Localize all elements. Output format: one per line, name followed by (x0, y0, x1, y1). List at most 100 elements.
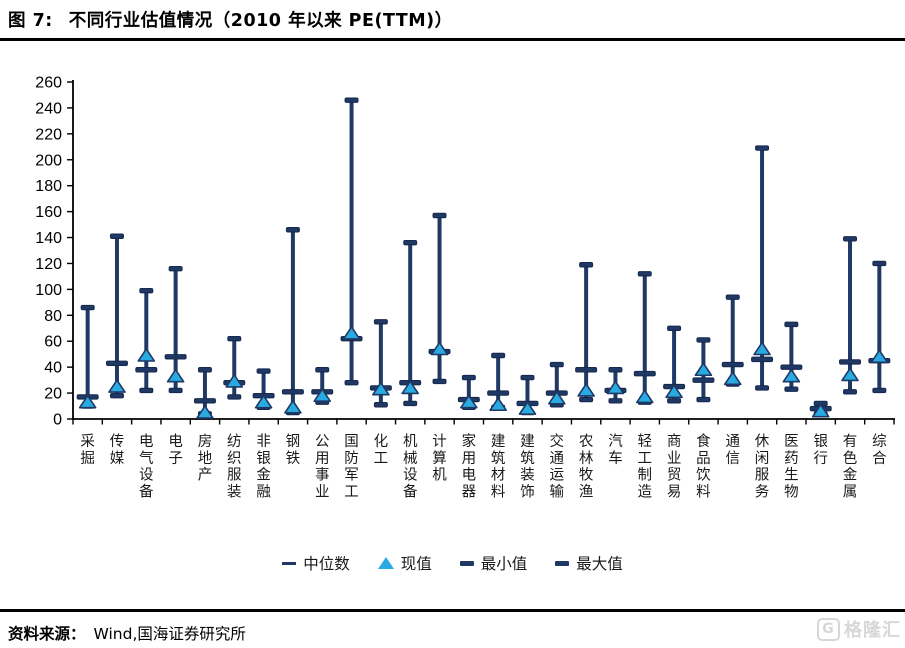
x-label-传媒: 传媒 (110, 433, 125, 467)
median-dash (105, 360, 128, 366)
current-triangle (313, 388, 332, 402)
current-triangle (196, 405, 214, 419)
range-bar-医药生物: 医药生物 (780, 321, 803, 500)
x-label-计算机: 计算机 (432, 433, 447, 484)
median-dash (164, 354, 187, 360)
range-bar-交通运输: 交通运输 (545, 361, 568, 500)
x-label-综合: 综合 (872, 433, 887, 467)
min-cap (608, 398, 623, 404)
x-label-电子: 电子 (168, 433, 183, 467)
range-bar-汽车: 汽车 (604, 367, 627, 467)
max-cap (579, 262, 594, 268)
x-label-轻工制造: 轻工制造 (638, 433, 653, 500)
range-bar-化工: 化工 (369, 319, 392, 467)
min-cap (139, 387, 154, 394)
median-dash (135, 367, 158, 373)
x-label-公用事业: 公用事业 (315, 434, 330, 500)
range-bar-银行: 银行 (809, 400, 832, 467)
max-cap (109, 233, 124, 239)
x-label-医药生物: 医药生物 (784, 434, 799, 500)
current-triangle (870, 349, 889, 364)
current-triangle (401, 380, 419, 395)
x-label-国防军工: 国防军工 (344, 434, 359, 500)
x-label-建筑装饰: 建筑装饰 (520, 433, 535, 500)
range-bar-机械设备: 机械设备 (399, 240, 422, 500)
x-label-电气设备: 电气设备 (139, 433, 154, 500)
legend-marker-median (282, 561, 297, 565)
current-triangle (108, 379, 126, 393)
x-label-非银金融: 非银金融 (256, 433, 271, 500)
min-cap (872, 387, 887, 394)
max-cap (696, 337, 711, 343)
median-dash (575, 367, 598, 373)
x-label-交通运输: 交通运输 (550, 432, 565, 500)
footer-divider (0, 609, 905, 612)
current-triangle (372, 381, 390, 396)
current-triangle (430, 341, 449, 356)
current-triangle (723, 371, 742, 386)
min-cap (784, 386, 799, 392)
min-cap (227, 394, 242, 400)
min-cap (344, 380, 359, 386)
current-triangle (342, 326, 361, 340)
x-label-有色金属: 有色金属 (843, 433, 858, 500)
legend-label-median: 中位数 (303, 555, 350, 573)
watermark-text: 格隆汇 (844, 620, 901, 641)
range-bar-综合: 综合 (868, 260, 891, 467)
max-cap (344, 97, 359, 103)
x-label-房地产: 房地产 (198, 433, 213, 484)
current-triangle (548, 390, 566, 405)
max-cap (872, 260, 887, 267)
current-triangle (489, 397, 507, 412)
min-cap (843, 389, 858, 395)
range-bar-建筑材料: 建筑材料 (487, 352, 510, 500)
median-dash (633, 370, 656, 377)
legend-marker-maximum (555, 560, 570, 566)
range-bar-有色金属: 有色金属 (839, 236, 862, 500)
median-dash (751, 356, 774, 363)
min-cap (432, 378, 447, 385)
y-tick-label: 140 (35, 230, 62, 247)
current-triangle (166, 368, 185, 383)
max-cap (637, 271, 652, 277)
current-triangle (518, 401, 537, 415)
x-label-纺织服装: 纺织服装 (227, 433, 242, 500)
range-bar-商业贸易: 商业贸易 (663, 325, 686, 500)
max-cap (373, 319, 388, 325)
range-bar-通信: 通信 (721, 294, 744, 467)
range-bar-电气设备: 电气设备 (135, 287, 158, 500)
figure-title: 不同行业估值情况（2010 年以来 PE(TTM)） (68, 11, 453, 31)
range-bar-非银金融: 非银金融 (252, 368, 275, 500)
range-bar-公用事业: 公用事业 (311, 367, 334, 500)
min-cap (403, 400, 418, 407)
y-tick-label: 220 (35, 126, 62, 143)
range-bar-房地产: 房地产 (193, 367, 216, 484)
x-label-化工: 化工 (374, 433, 389, 467)
y-tick-label: 40 (44, 360, 62, 377)
range-bar-家用电器: 家用电器 (457, 374, 480, 500)
median-dash (692, 377, 715, 383)
legend-item-current: 现值 (377, 552, 432, 574)
x-label-农林牧渔: 农林牧渔 (579, 433, 594, 500)
current-triangle (284, 400, 302, 414)
min-cap (696, 396, 711, 403)
y-tick-label: 100 (35, 282, 62, 299)
min-cap (373, 402, 388, 408)
y-tick-label: 20 (44, 386, 62, 403)
max-cap (491, 352, 506, 359)
max-cap (843, 236, 858, 242)
current-triangle (665, 384, 683, 399)
range-bar-食品饮料: 食品饮料 (692, 337, 715, 500)
current-triangle (577, 383, 595, 397)
figure-title-row: 图 7: 不同行业估值情况（2010 年以来 PE(TTM)） (8, 7, 453, 32)
x-label-建筑材料: 建筑材料 (491, 433, 506, 500)
x-label-商业贸易: 商业贸易 (667, 433, 682, 500)
gelonghui-logo-icon: G (817, 617, 840, 641)
range-bar-采掘: 采掘 (76, 304, 99, 467)
current-triangle (753, 341, 771, 356)
current-triangle (254, 394, 273, 409)
x-label-通信: 通信 (725, 433, 740, 467)
median-dash (780, 364, 803, 370)
